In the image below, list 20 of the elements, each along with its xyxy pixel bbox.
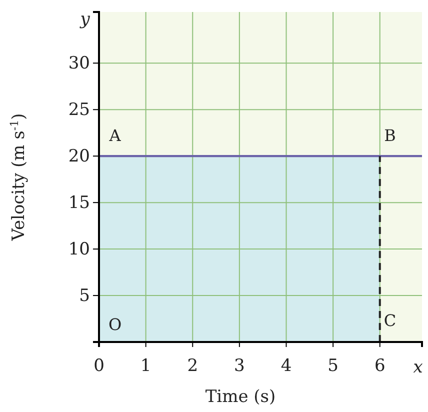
- x-tick-label: 5: [328, 356, 338, 376]
- x-tick-label: 3: [234, 356, 245, 376]
- annotation: B: [384, 126, 396, 146]
- x-tick-label: 2: [187, 356, 198, 376]
- annotation: O: [108, 315, 122, 334]
- y-tick-label: 20: [68, 146, 90, 167]
- annotation: A: [108, 126, 122, 146]
- text: x: [413, 357, 424, 378]
- y-tick-label: 5: [79, 286, 90, 306]
- y-tick-label: 30: [68, 54, 90, 74]
- x-tick-label: 6: [374, 356, 386, 376]
- x-tick-label: 4: [280, 356, 292, 376]
- x-tick-label: 0: [94, 356, 104, 376]
- y-tick-label: 15: [68, 193, 90, 214]
- text: y: [79, 9, 90, 30]
- y-tick-label: 25: [68, 100, 90, 120]
- annotation: C: [384, 311, 396, 330]
- y-tick-label: 10: [68, 239, 90, 260]
- x-axis-title: Time (s): [205, 387, 276, 407]
- x-tick-label: 1: [140, 356, 152, 376]
